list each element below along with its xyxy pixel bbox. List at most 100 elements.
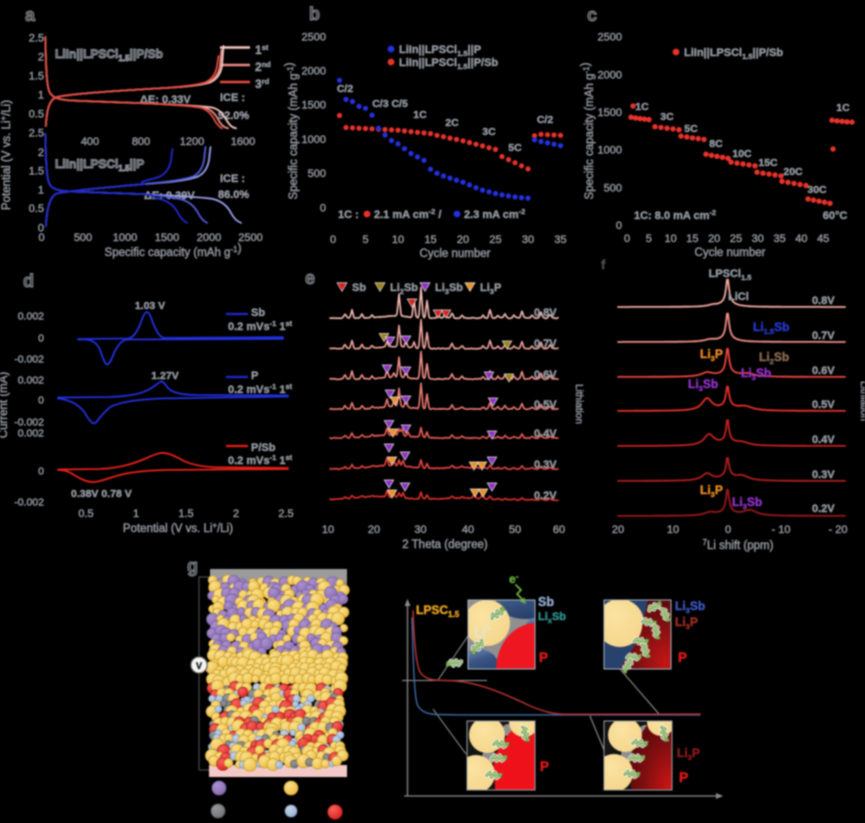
svg-text:P: P — [679, 769, 688, 785]
svg-text:20C: 20C — [783, 166, 803, 178]
svg-text:1C: 1C — [836, 102, 850, 114]
svg-text:Li3P: Li3P — [675, 615, 698, 631]
svg-text:P/Sb: P/Sb — [251, 442, 276, 454]
svg-text:25: 25 — [489, 234, 501, 246]
svg-text:LiIn||LPSCl1.5||P/Sb: LiIn||LPSCl1.5||P/Sb — [399, 57, 498, 71]
svg-text:Li2Sb: Li2Sb — [759, 350, 789, 366]
svg-text:45: 45 — [817, 233, 829, 245]
svg-text:f: f — [601, 257, 606, 272]
svg-text:Current (mA): Current (mA) — [0, 372, 10, 439]
svg-text:0.5: 0.5 — [29, 109, 44, 121]
svg-text:20: 20 — [708, 233, 720, 245]
svg-text:C/2: C/2 — [337, 83, 354, 95]
svg-text:2000: 2000 — [302, 66, 326, 78]
svg-text:1: 1 — [133, 508, 139, 520]
svg-text:2500: 2500 — [598, 32, 622, 44]
svg-text:60°C: 60°C — [823, 210, 848, 222]
svg-text:3C: 3C — [482, 126, 496, 138]
svg-text:Cycle number: Cycle number — [695, 247, 766, 259]
svg-text:500: 500 — [308, 168, 326, 180]
svg-text:10: 10 — [667, 524, 679, 536]
svg-text:30: 30 — [414, 524, 426, 536]
svg-text:Li3P: Li3P — [677, 746, 700, 762]
svg-text:0: 0 — [330, 234, 336, 246]
svg-text:92.0%: 92.0% — [218, 110, 249, 122]
svg-text:Sb: Sb — [251, 307, 265, 319]
svg-text:86.0%: 86.0% — [218, 189, 249, 201]
svg-text:20: 20 — [368, 524, 380, 536]
svg-text:50: 50 — [509, 524, 521, 536]
svg-text:e: e — [305, 268, 315, 288]
svg-text:0: 0 — [38, 333, 44, 345]
svg-text:0: 0 — [616, 220, 622, 232]
svg-text:d: d — [23, 271, 34, 291]
svg-text:P: P — [540, 759, 549, 774]
svg-text:Specific capacity (mAh g-1): Specific capacity (mAh g-1) — [105, 243, 242, 259]
svg-text:ICE :: ICE : — [220, 173, 245, 185]
svg-text:2.1 mA cm-2 /: 2.1 mA cm-2 / — [374, 207, 441, 221]
svg-text:2: 2 — [38, 147, 44, 159]
svg-text:15: 15 — [424, 234, 436, 246]
svg-text:2: 2 — [38, 52, 44, 64]
svg-text:0.2V: 0.2V — [812, 503, 835, 515]
svg-text:2 Theta (degree): 2 Theta (degree) — [402, 539, 488, 551]
svg-text:0: 0 — [725, 524, 731, 536]
svg-text:20: 20 — [457, 234, 469, 246]
svg-text:0.2 mVs-1 1st: 0.2 mVs-1 1st — [228, 453, 293, 467]
svg-text:0: 0 — [320, 203, 326, 215]
svg-text:0.2 mVs-1 1st: 0.2 mVs-1 1st — [228, 319, 293, 333]
svg-text:10: 10 — [664, 233, 676, 245]
svg-text:1.5: 1.5 — [178, 508, 193, 520]
svg-text:1.03 V: 1.03 V — [135, 300, 165, 312]
svg-text:ICE :: ICE : — [220, 92, 245, 104]
svg-text:0.4V: 0.4V — [812, 434, 835, 446]
svg-text:35: 35 — [773, 233, 785, 245]
svg-text:V: V — [196, 661, 202, 671]
svg-text:0.5V: 0.5V — [534, 399, 557, 411]
svg-text:1000: 1000 — [598, 145, 622, 157]
svg-text:Li3Sb: Li3Sb — [675, 599, 705, 615]
svg-text:0: 0 — [38, 223, 44, 235]
svg-text:1500: 1500 — [302, 100, 326, 112]
svg-text:e-: e- — [509, 572, 519, 586]
svg-text:1: 1 — [38, 185, 44, 197]
svg-text:g: g — [187, 556, 198, 576]
svg-text:LiIn||LPSCl1.5||P: LiIn||LPSCl1.5||P — [399, 44, 481, 58]
svg-text:40: 40 — [462, 524, 474, 536]
svg-text:Specific capacity (mAh g-1): Specific capacity (mAh g-1) — [284, 62, 300, 199]
svg-text:10: 10 — [322, 524, 334, 536]
svg-text:Li3P: Li3P — [700, 347, 723, 363]
svg-text:0: 0 — [38, 466, 44, 478]
svg-text:0: 0 — [624, 233, 630, 245]
svg-text:500: 500 — [604, 182, 622, 194]
svg-text:LiIn||LPSCl1.5||P/Sb: LiIn||LPSCl1.5||P/Sb — [55, 47, 163, 63]
svg-text:1.5: 1.5 — [29, 166, 44, 178]
svg-text:5C: 5C — [508, 142, 522, 154]
svg-text:0.3V: 0.3V — [812, 469, 835, 481]
svg-text:P: P — [251, 370, 258, 382]
svg-text:C/3 C/5: C/3 C/5 — [372, 98, 408, 110]
svg-text:LiIn||LPSCl1.5||P: LiIn||LPSCl1.5||P — [55, 157, 144, 173]
svg-text:Li3P: Li3P — [480, 282, 501, 296]
svg-text:Potential (V vs. Li+/Li): Potential (V vs. Li+/Li) — [0, 100, 13, 210]
svg-text:2: 2 — [233, 508, 239, 520]
svg-text:Li2Sb: Li2Sb — [390, 282, 418, 296]
svg-text:- 10: - 10 — [772, 524, 791, 536]
svg-text:Sb: Sb — [538, 595, 554, 609]
svg-text:P: P — [539, 650, 548, 665]
svg-text:2500: 2500 — [238, 232, 262, 244]
svg-text:0.6V: 0.6V — [812, 365, 835, 377]
svg-text:2000: 2000 — [197, 232, 221, 244]
svg-text:30: 30 — [522, 234, 534, 246]
svg-text:0.002: 0.002 — [18, 375, 44, 387]
svg-text:Cycle number: Cycle number — [420, 248, 491, 260]
svg-text:0.7V: 0.7V — [812, 330, 835, 342]
svg-text:1C :: 1C : — [338, 209, 359, 221]
svg-text:1200: 1200 — [180, 136, 204, 148]
svg-text:Specific capacity (mAh g-1): Specific capacity (mAh g-1) — [580, 62, 596, 199]
svg-text:C/2: C/2 — [537, 114, 554, 126]
svg-text:1: 1 — [38, 90, 44, 102]
svg-text:0.002: 0.002 — [18, 311, 44, 323]
svg-text:20: 20 — [612, 524, 624, 536]
svg-text:1500: 1500 — [155, 232, 179, 244]
